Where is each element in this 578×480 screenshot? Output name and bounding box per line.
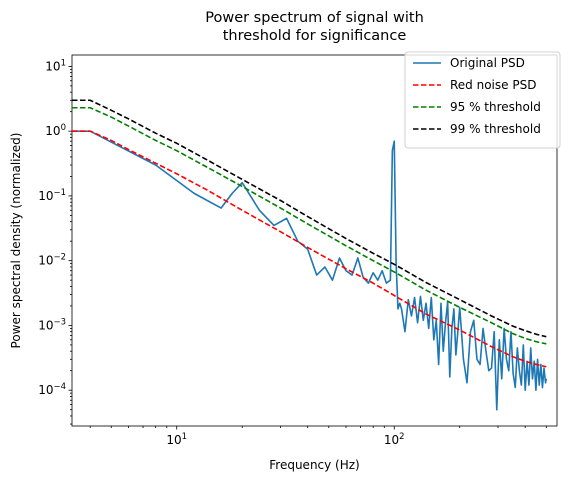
y-tick-label: 10−4 — [38, 382, 66, 397]
chart-title: Power spectrum of signal with threshold f… — [205, 10, 424, 44]
y-tick-label: 10−1 — [38, 188, 66, 203]
legend: Original PSD Red noise PSD 95 % threshold 9… — [404, 51, 561, 149]
chart-title-line: threshold for significance — [223, 28, 407, 44]
series-line-95-threshold — [72, 106, 547, 345]
chart-title-line: Power spectrum of signal with — [205, 10, 424, 26]
plot-frame — [71, 54, 558, 427]
series-line-red-noise-psd — [72, 130, 547, 368]
legend-label: Red noise PSD — [450, 78, 536, 92]
y-tick-label: 100 — [45, 123, 66, 138]
x-tick-label: 102 — [384, 432, 405, 447]
series-line-99-threshold — [72, 99, 547, 338]
series-line-original-psd — [72, 130, 548, 411]
series-layer — [72, 99, 548, 411]
legend-box — [404, 51, 561, 149]
legend-label: Original PSD — [450, 56, 525, 70]
y-tick-label: 101 — [45, 58, 66, 73]
y-axis: 10−4 10−3 10−2 10−1 100 101 — [38, 58, 72, 425]
x-axis: 101 102 — [89, 426, 547, 447]
legend-label: 95 % threshold — [450, 100, 541, 114]
y-tick-label: 10−3 — [38, 317, 66, 332]
y-tick-label: 10−2 — [38, 253, 66, 268]
x-tick-label: 101 — [166, 432, 187, 447]
legend-label: 99 % threshold — [450, 122, 541, 136]
x-axis-label: Frequency (Hz) — [269, 458, 360, 472]
y-axis-label: Power spectral density (normalized) — [9, 133, 23, 349]
